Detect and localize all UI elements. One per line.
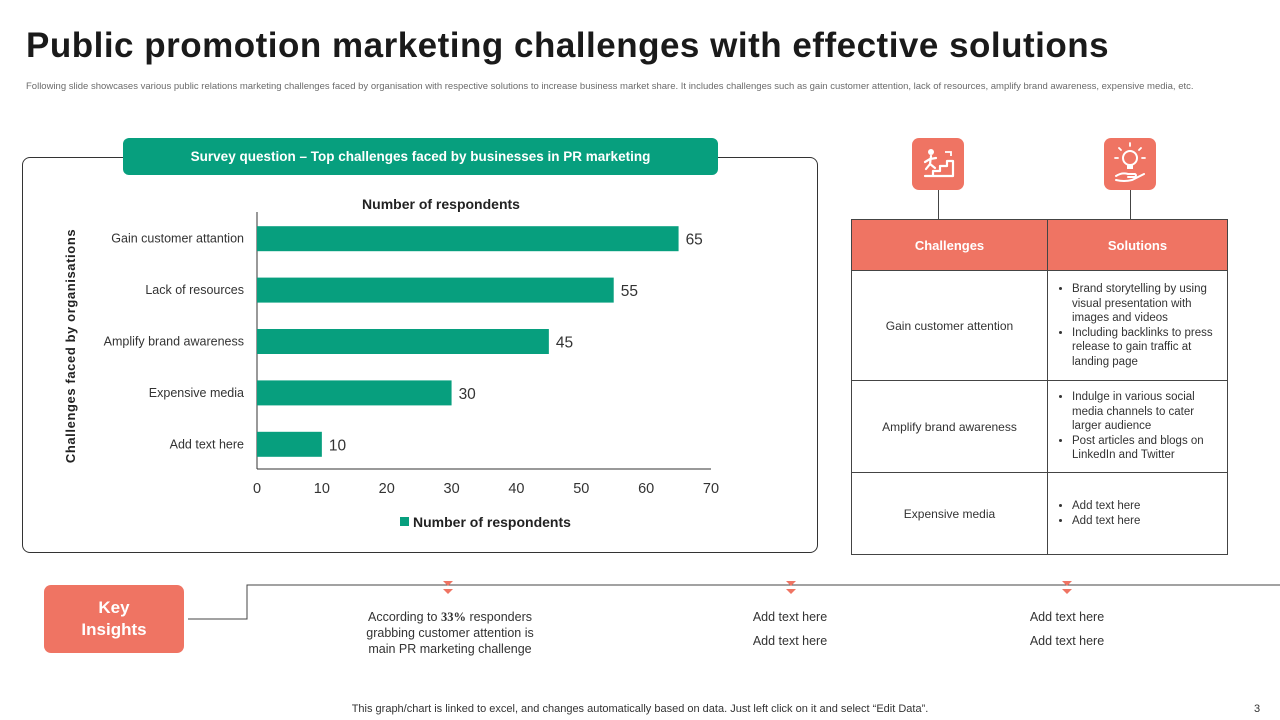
survey-banner: Survey question – Top challenges faced b… [123, 138, 718, 175]
challenge-cell: Gain customer attention [851, 270, 1048, 381]
insight-3: Add text here Add text here [1029, 610, 1105, 648]
challenges-header: Challenges [851, 219, 1048, 271]
page-title: Public promotion marketing challenges wi… [26, 26, 1110, 65]
bar [257, 226, 679, 252]
category-label: Amplify brand awareness [104, 335, 244, 349]
insight-2: Add text here Add text here [752, 610, 828, 648]
table-row: Amplify brand awareness Indulge in vario… [851, 380, 1228, 473]
solutions-header: Solutions [1047, 219, 1228, 271]
insight-1: According to 33% responders grabbing cus… [366, 610, 534, 656]
page-subtitle: Following slide showcases various public… [26, 81, 1194, 92]
bar [257, 431, 322, 457]
data-label: 10 [329, 437, 347, 454]
solution-item: Indulge in various social media channels… [1072, 390, 1219, 434]
table-row: Expensive media Add text here Add text h… [851, 472, 1228, 555]
key-insights-line1: Key [98, 598, 130, 617]
x-tick-label: 20 [379, 481, 395, 497]
legend-swatch [400, 517, 409, 526]
x-tick-label: 70 [703, 481, 719, 497]
category-label: Lack of resources [145, 283, 244, 297]
x-tick-label: 50 [573, 481, 589, 497]
data-label: 45 [556, 335, 573, 352]
x-tick-label: 0 [253, 481, 261, 497]
lightbulb-hand-icon [1104, 138, 1156, 190]
x-tick-label: 60 [638, 481, 654, 497]
icon-connector [938, 190, 939, 220]
challenge-cell: Expensive media [851, 472, 1048, 555]
x-tick-label: 30 [444, 481, 460, 497]
data-label: 65 [686, 232, 703, 249]
bar [257, 329, 549, 354]
category-label: Gain customer attantion [111, 232, 244, 246]
bar [257, 277, 614, 303]
bar-chart: Number of respondents Challenges faced by… [63, 196, 719, 530]
solution-item: Post articles and blogs on LinkedIn and … [1072, 434, 1219, 463]
insights-timeline [188, 581, 1280, 620]
insight-highlight: 33% [440, 610, 466, 624]
y-axis-label: Challenges faced by organisations [63, 229, 78, 463]
person-climbing-stairs-icon [912, 138, 964, 190]
page-number: 3 [1254, 703, 1261, 715]
icon-connector [1130, 190, 1131, 220]
data-label: 55 [621, 283, 638, 300]
chart-title: Number of respondents [362, 196, 520, 212]
solution-cell: Add text here Add text here [1047, 472, 1228, 555]
legend-label: Number of respondents [413, 514, 571, 530]
challenges-solutions-table: Challenges Solutions Gain customer atten… [851, 219, 1228, 555]
challenge-cell: Amplify brand awareness [851, 380, 1048, 473]
timeline-marker [443, 581, 1072, 594]
bar [257, 380, 452, 406]
category-label: Expensive media [149, 386, 244, 400]
key-insights-label: Key Insights [44, 585, 184, 653]
solution-cell: Brand storytelling by using visual prese… [1047, 270, 1228, 381]
data-label: 30 [459, 386, 477, 403]
solution-item: Brand storytelling by using visual prese… [1072, 282, 1219, 326]
solution-cell: Indulge in various social media channels… [1047, 380, 1228, 473]
footer-note: This graph/chart is linked to excel, and… [351, 703, 929, 715]
solution-item: Add text here [1072, 514, 1219, 529]
solution-item: Add text here [1072, 499, 1219, 514]
solution-item: Including backlinks to press release to … [1072, 326, 1219, 370]
category-label: Add text here [170, 437, 244, 451]
key-insights-line2: Insights [81, 620, 147, 639]
table-row: Gain customer attention Brand storytelli… [851, 270, 1228, 381]
x-tick-label: 10 [314, 481, 330, 497]
x-tick-label: 40 [508, 481, 524, 497]
